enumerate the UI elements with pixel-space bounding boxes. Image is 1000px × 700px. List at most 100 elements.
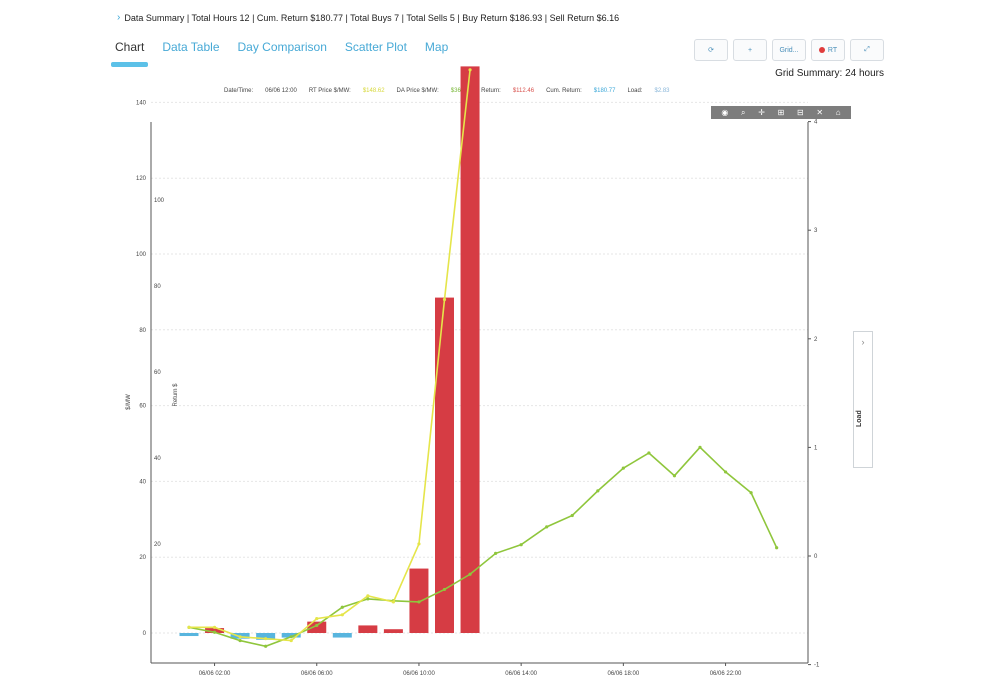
return-value: $112.46 bbox=[512, 88, 535, 94]
da-price-point bbox=[698, 445, 702, 449]
rt-price-label: RT Price $/MW: bbox=[308, 88, 351, 94]
hover-readout: Date/Time: 06/06 12:00 RT Price $/MW: $1… bbox=[224, 88, 670, 94]
load-label: Load: bbox=[627, 88, 643, 94]
da-price-point bbox=[519, 543, 523, 547]
rt-price-point bbox=[264, 637, 268, 641]
y-return-tick-label: 100 bbox=[154, 198, 165, 204]
refresh-button[interactable]: ⟳ bbox=[694, 39, 728, 61]
chevron-right-icon[interactable]: › bbox=[117, 12, 121, 23]
summary-text: Data Summary | Total Hours 12 | Cum. Ret… bbox=[124, 12, 620, 23]
expand-icon: ⤢ bbox=[864, 46, 870, 53]
rt-toggle-label: RT bbox=[827, 46, 838, 54]
return-bar bbox=[358, 625, 378, 633]
rt-price-point bbox=[238, 635, 242, 639]
da-price-point bbox=[749, 491, 753, 495]
rt-price-point bbox=[442, 297, 447, 302]
return-bar bbox=[256, 633, 276, 640]
return-bar bbox=[332, 633, 352, 638]
view-tabs: Chart Data Table Day Comparison Scatter … bbox=[110, 40, 450, 67]
y-return-axis-title: Return $ bbox=[173, 383, 179, 407]
y-left-tick-label: 20 bbox=[139, 555, 146, 561]
data-summary-bar[interactable]: › Data Summary | Total Hours 12 | Cum. R… bbox=[117, 12, 619, 23]
y-left-tick-label: 140 bbox=[136, 100, 147, 106]
da-price-label: DA Price $/MW: bbox=[396, 88, 439, 94]
pan-icon[interactable]: ✛ bbox=[758, 108, 765, 117]
x-tick-label: 06/06 18:00 bbox=[607, 671, 639, 677]
return-bar bbox=[435, 297, 454, 633]
grid-select-button[interactable]: Grid... bbox=[772, 39, 806, 61]
x-tick-label: 06/06 22:00 bbox=[710, 671, 742, 677]
return-bar bbox=[307, 621, 327, 633]
x-tick-label: 06/06 06:00 bbox=[301, 671, 333, 677]
y-return-tick-label: 20 bbox=[154, 542, 161, 548]
autoscale-icon[interactable]: ✕ bbox=[816, 108, 824, 117]
camera-icon[interactable]: ◉ bbox=[721, 108, 729, 117]
y-right-tick-label: 0 bbox=[814, 554, 818, 560]
da-price-point bbox=[289, 635, 293, 639]
add-button[interactable]: + bbox=[733, 39, 767, 61]
chevron-right-icon[interactable]: › bbox=[861, 337, 865, 347]
cum-return-value: $180.77 bbox=[593, 88, 616, 94]
load-side-panel[interactable]: › Load bbox=[853, 331, 873, 468]
chart-modebar: ◉ ⌕ ✛ ⊞ ⊟ ✕ ⌂ bbox=[711, 106, 851, 119]
y-left-tick-label: 100 bbox=[136, 252, 147, 258]
return-bar bbox=[205, 628, 225, 633]
da-price-point bbox=[264, 644, 268, 648]
zoom-icon[interactable]: ⌕ bbox=[741, 108, 746, 117]
rt-price-point bbox=[289, 638, 293, 643]
y-right-tick-label: 1 bbox=[814, 445, 818, 451]
rt-price-point bbox=[391, 600, 395, 604]
zoom-in-icon[interactable]: ⊞ bbox=[777, 108, 785, 117]
tab-data-table[interactable]: Data Table bbox=[162, 40, 220, 54]
zoom-out-icon[interactable]: ⊟ bbox=[796, 108, 804, 117]
x-tick-label: 06/06 14:00 bbox=[505, 671, 537, 677]
da-price-point bbox=[315, 623, 319, 628]
tab-chart[interactable]: Chart bbox=[110, 40, 149, 67]
da-price-point bbox=[366, 597, 370, 601]
rt-toggle-button[interactable]: RT bbox=[811, 39, 845, 61]
da-price-point bbox=[442, 587, 447, 592]
reset-icon[interactable]: ⌂ bbox=[835, 108, 841, 117]
y-right-tick-label: 2 bbox=[814, 337, 818, 343]
da-price-value: $36.16 bbox=[450, 88, 470, 94]
add-icon: + bbox=[747, 46, 753, 54]
tab-day-comparison[interactable]: Day Comparison bbox=[237, 40, 327, 54]
da-price-point bbox=[212, 630, 217, 634]
rt-price-point bbox=[468, 68, 472, 72]
rt-price-value: $148.62 bbox=[362, 88, 385, 94]
y-return-tick-label: 40 bbox=[154, 456, 161, 462]
rt-dot-icon bbox=[818, 47, 825, 53]
y-left-tick-label: 80 bbox=[139, 328, 146, 334]
tab-scatter-plot[interactable]: Scatter Plot bbox=[344, 40, 407, 54]
da-price-point bbox=[775, 546, 779, 550]
y-right-tick-label: 3 bbox=[814, 228, 818, 234]
da-price-point bbox=[596, 489, 600, 493]
da-price-point bbox=[570, 513, 574, 518]
return-bar bbox=[179, 633, 199, 637]
expand-button[interactable]: ⤢ bbox=[850, 39, 884, 61]
grid-select-label: Grid... bbox=[779, 46, 799, 54]
da-price-line bbox=[188, 446, 778, 648]
da-price-point bbox=[647, 451, 651, 455]
tab-map[interactable]: Map bbox=[424, 40, 449, 54]
y-return-tick-label: 60 bbox=[154, 370, 161, 376]
da-price-point bbox=[545, 525, 549, 529]
return-label: Return: bbox=[481, 88, 501, 94]
y-right-tick-label: 4 bbox=[814, 120, 818, 126]
da-price-point bbox=[340, 605, 344, 609]
y-left-tick-label: 0 bbox=[143, 631, 147, 637]
load-panel-label: Load bbox=[856, 410, 863, 427]
rt-price-point bbox=[417, 542, 421, 546]
y-return-tick-label: 80 bbox=[154, 284, 161, 290]
chart-toolbar: ⟳ + Grid... RT ⤢ bbox=[694, 39, 884, 61]
da-price-point bbox=[238, 638, 242, 643]
load-value: $2.83 bbox=[654, 88, 670, 94]
return-bar bbox=[460, 66, 480, 633]
y-left-tick-label: 120 bbox=[136, 176, 147, 182]
rt-price-line bbox=[189, 69, 471, 642]
return-bar bbox=[383, 629, 403, 633]
da-price-point bbox=[494, 551, 498, 556]
datetime-label: Date/Time: bbox=[224, 88, 254, 94]
cum-return-label: Cum. Return: bbox=[546, 88, 582, 94]
